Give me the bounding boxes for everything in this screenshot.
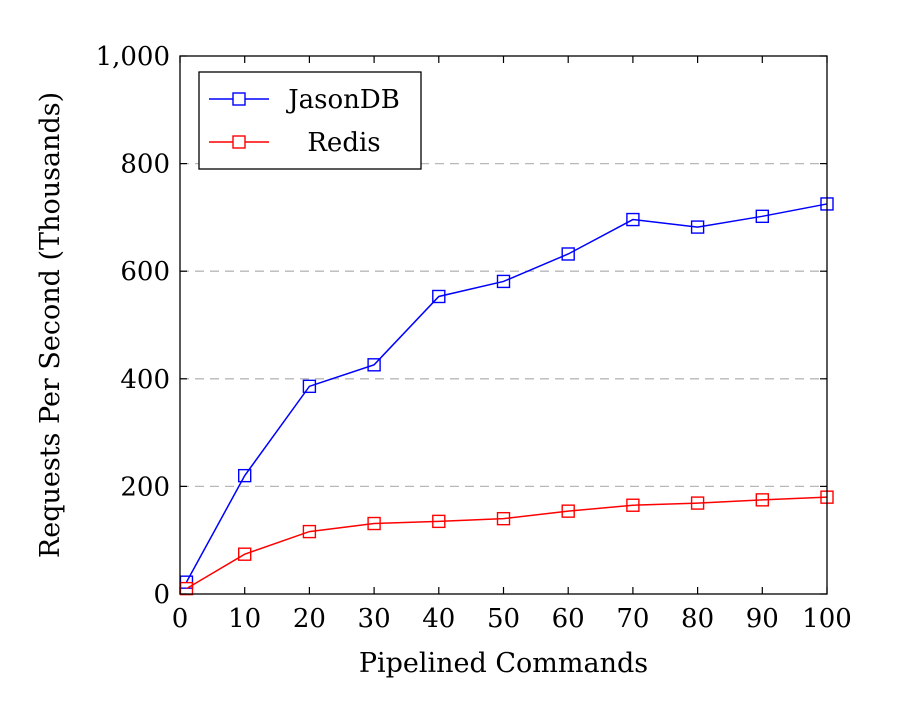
- y-tick-label: 400: [120, 365, 170, 395]
- y-axis-label: Requests Per Second (Thousands): [35, 92, 66, 558]
- data-point-redis: [367, 516, 381, 531]
- data-point-redis: [561, 504, 575, 518]
- data-point-jasondb: [367, 358, 381, 372]
- series-line-jasondb: [185, 203, 828, 583]
- plot-frame: [179, 55, 828, 595]
- x-tick-label: 80: [681, 604, 714, 634]
- legend-label-jasondb: JasonDB: [285, 85, 400, 115]
- x-tick-label: 100: [802, 604, 852, 634]
- data-point-redis: [755, 493, 769, 507]
- y-tick-label: 600: [120, 257, 170, 287]
- legend-label-redis: Redis: [307, 128, 380, 158]
- x-tick-label: 20: [293, 604, 326, 634]
- data-point-redis: [496, 511, 511, 526]
- x-tick-label: 10: [228, 604, 261, 634]
- x-tick-label: 90: [746, 604, 779, 634]
- data-point-jasondb: [302, 379, 317, 394]
- data-point-jasondb: [690, 220, 705, 234]
- legend: JasonDB Redis: [198, 71, 422, 170]
- x-tick-label: 0: [172, 604, 189, 634]
- x-tick-label: 60: [552, 604, 585, 634]
- series-line-redis: [186, 496, 828, 590]
- data-point-jasondb: [626, 212, 640, 227]
- data-point-jasondb: [496, 274, 511, 289]
- x-axis-label: Pipelined Commands: [359, 648, 648, 679]
- y-tick-label: 1,000: [96, 42, 170, 72]
- data-point-redis: [432, 514, 446, 529]
- series-layer: [179, 197, 834, 596]
- legend-marker-redis: [232, 135, 246, 149]
- x-tick-label: 30: [358, 604, 391, 634]
- x-tick-label: 70: [616, 604, 649, 634]
- y-tick-label: 200: [120, 472, 170, 502]
- data-point-redis: [690, 496, 705, 510]
- data-point-redis: [626, 498, 640, 512]
- legend-box: [198, 71, 422, 170]
- grid-lines: [180, 162, 827, 488]
- legend-marker-jasondb: [232, 92, 246, 106]
- x-tick-label: 40: [422, 604, 455, 634]
- series-jasondb: [179, 197, 834, 589]
- data-point-jasondb: [432, 289, 446, 304]
- data-point-jasondb: [561, 247, 575, 261]
- y-tick-label: 0: [153, 580, 170, 610]
- y-tick-label: 800: [120, 150, 170, 180]
- data-point-redis: [302, 524, 317, 539]
- data-point-jasondb: [755, 209, 769, 224]
- tick-labels: 0 200 400 600 800 1,000 0 10 20 30 40 50 60 70 80 90 100: [96, 42, 852, 634]
- series-redis: [179, 490, 834, 596]
- x-tick-label: 50: [487, 604, 520, 634]
- data-point-redis: [237, 547, 252, 561]
- data-point-jasondb: [237, 468, 252, 483]
